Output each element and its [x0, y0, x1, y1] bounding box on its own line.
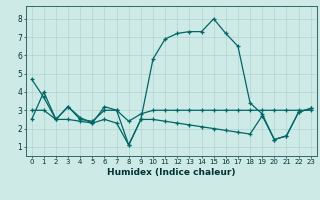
X-axis label: Humidex (Indice chaleur): Humidex (Indice chaleur)	[107, 168, 236, 177]
